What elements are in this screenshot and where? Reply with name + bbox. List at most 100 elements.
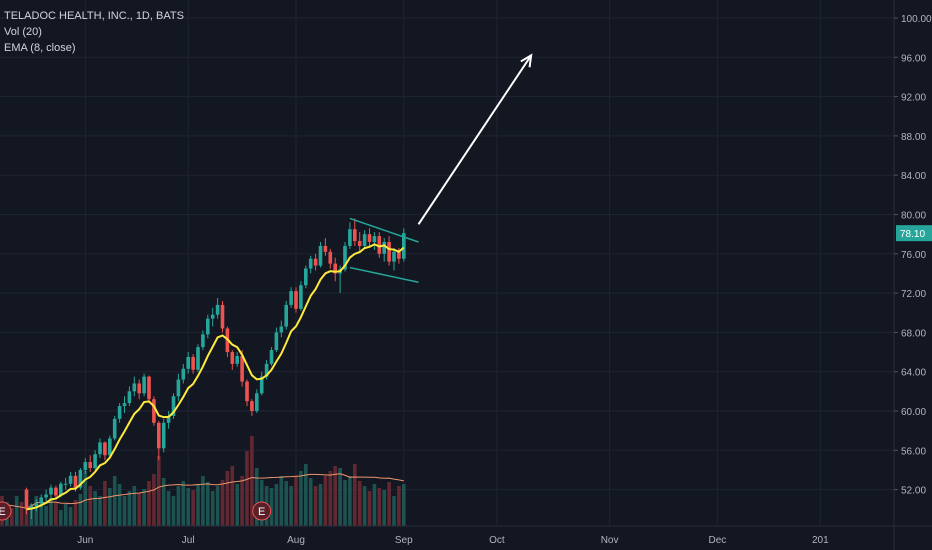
last-price-badge [896, 225, 932, 242]
candle [152, 396, 156, 426]
candle [88, 455, 92, 472]
candle [255, 389, 259, 413]
earnings-marker[interactable]: E [0, 501, 12, 521]
candle-body [117, 406, 122, 419]
candle [206, 314, 210, 339]
price-tick-label: 60.00 [901, 407, 926, 418]
volume-bar [49, 498, 53, 526]
candle-body [112, 418, 117, 439]
volume-bar [353, 464, 357, 526]
candle-body [132, 383, 137, 392]
candle [54, 485, 58, 498]
candle [24, 487, 29, 515]
candle [235, 352, 239, 367]
volume-bar [19, 502, 24, 526]
price-axis[interactable]: 52.00 56.00 60.00 64.00 68.00 72.00 76.00 80.00… [893, 0, 932, 550]
ema-indicator-label[interactable]: EMA (8, close) [4, 42, 76, 54]
candle-body [328, 251, 333, 264]
candle-body [259, 376, 264, 394]
price-tick-label: 64.00 [901, 368, 926, 379]
volume-bar [201, 476, 205, 526]
candle [112, 415, 117, 441]
earnings-marker[interactable]: E [252, 501, 272, 521]
candle-body [49, 487, 53, 495]
candle-body [269, 350, 274, 364]
volume-bar [377, 488, 382, 526]
volume-bar [14, 496, 19, 526]
arrow-head [520, 53, 533, 68]
candle-body [255, 393, 259, 411]
candle-body [93, 454, 97, 468]
candle-body [264, 363, 269, 377]
candle [83, 458, 88, 474]
candle-body [78, 469, 83, 488]
candle-body [402, 233, 406, 259]
candle [279, 320, 284, 338]
candle [34, 499, 39, 512]
candle-body [171, 396, 176, 416]
volume-bar [122, 496, 127, 526]
candle [304, 265, 308, 289]
volume-bar [225, 471, 230, 526]
volume-bar [157, 456, 161, 526]
candle-body [304, 268, 308, 286]
volume-bar [93, 491, 97, 526]
candle [166, 411, 171, 429]
candle [323, 238, 328, 256]
candle [333, 257, 337, 282]
candle [230, 350, 235, 370]
volume-bar [220, 480, 225, 526]
time-tick-label: Sep [395, 535, 413, 546]
candle-body [372, 236, 377, 243]
candle [299, 281, 303, 311]
candle [93, 450, 97, 470]
candle-body [68, 475, 73, 484]
time-tick-label: Jul [182, 535, 195, 546]
drawings[interactable] [349, 53, 533, 284]
volume-bar [83, 471, 88, 526]
candle-body [83, 462, 88, 470]
symbol-title[interactable]: TELADOC HEALTH, INC., 1D, BATS [4, 10, 184, 22]
candle-body [210, 314, 215, 319]
candle-body [348, 229, 352, 246]
candle [367, 228, 372, 246]
volume-indicator-label[interactable]: Vol (20) [4, 26, 42, 38]
candle-body [34, 503, 39, 507]
volume-bar [284, 481, 288, 526]
volume-bar [73, 500, 78, 526]
candle-body [108, 438, 112, 456]
candle-body [313, 258, 318, 266]
time-axis[interactable]: MayJunJulAugSepOctNovDec201 [0, 525, 932, 546]
candle-body [176, 379, 181, 397]
volume-bar [269, 488, 274, 526]
candle [377, 232, 382, 258]
candle-body [191, 356, 195, 370]
volume-bar [357, 481, 362, 526]
volume-bar [166, 491, 171, 526]
candle [362, 230, 367, 249]
volume-bar [39, 501, 43, 526]
candle-body [73, 475, 78, 488]
time-tick-label: Jun [77, 535, 93, 546]
volume-bar [206, 482, 210, 526]
volume-bar [343, 480, 347, 526]
candle-body [362, 234, 367, 246]
candle-body [161, 422, 166, 449]
candle-body [250, 401, 254, 411]
candle [274, 327, 279, 353]
volume-bar [323, 476, 328, 526]
candle-body [387, 242, 391, 262]
candle-body [63, 483, 68, 485]
candle [308, 255, 313, 274]
candle-body [289, 291, 293, 305]
price-tick-label: 96.00 [901, 53, 926, 64]
volume-bar [328, 471, 333, 526]
volume-bar [333, 466, 337, 526]
candle-body [157, 422, 161, 449]
volume-bar [196, 484, 200, 526]
volume-bar [245, 451, 249, 526]
volume-bar [299, 471, 303, 526]
